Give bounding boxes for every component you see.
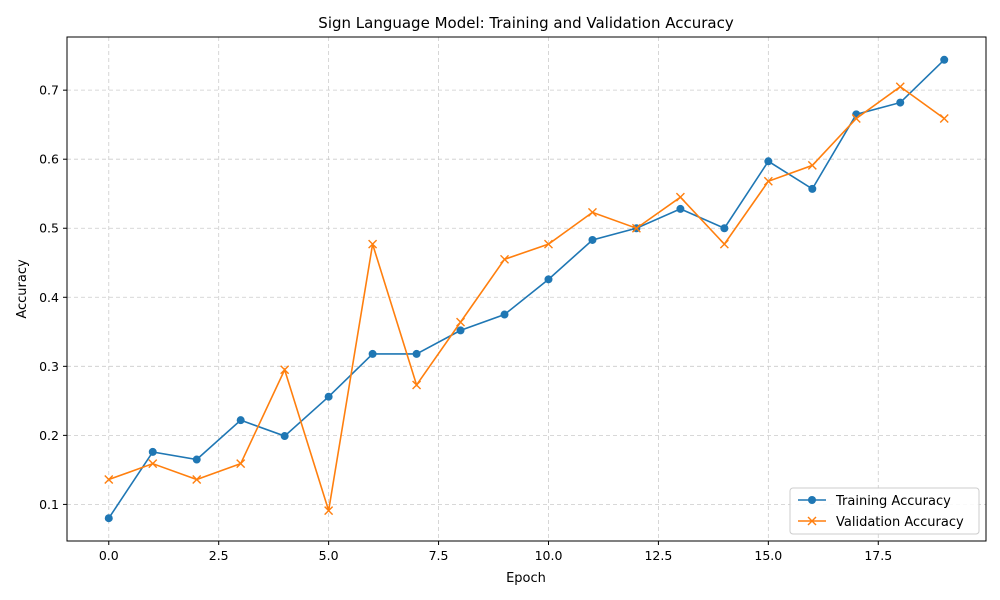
data-point-validation [236, 459, 246, 469]
data-point-training [236, 416, 245, 425]
series-layer [104, 55, 949, 523]
data-point-training [280, 432, 289, 441]
legend: Training Accuracy Validation Accuracy [789, 487, 980, 535]
y-axis-title: Accuracy [15, 259, 30, 319]
data-point-validation [719, 239, 729, 249]
data-point-validation [763, 176, 773, 186]
x-tick-label: 2.5 [209, 548, 229, 563]
data-point-validation [412, 380, 422, 390]
x-tick-label: 10.0 [535, 548, 563, 563]
series-line-1 [108, 85, 945, 511]
data-point-training [148, 447, 157, 456]
x-tick-label: 15.0 [754, 548, 782, 563]
data-point-training [192, 455, 201, 464]
data-point-validation [280, 365, 290, 375]
plot-area-frame [66, 36, 987, 542]
legend-label-training: Training Accuracy [835, 494, 951, 509]
x-tick-label: 17.5 [864, 548, 892, 563]
data-point-validation [324, 506, 334, 516]
data-point-training [808, 184, 817, 193]
x-axis-title: Epoch [506, 571, 546, 586]
data-point-validation [851, 113, 861, 123]
data-point-training [412, 349, 421, 358]
data-point-training [588, 235, 597, 244]
data-point-training [104, 514, 113, 523]
data-point-validation [500, 254, 510, 264]
data-point-training [896, 98, 905, 107]
data-point-training [764, 157, 773, 166]
data-point-validation [587, 207, 597, 217]
data-point-validation [675, 192, 685, 202]
data-point-validation [939, 113, 949, 123]
data-point-validation [104, 475, 114, 485]
y-tick-label: 0.4 [39, 290, 59, 305]
y-tick-label: 0.7 [39, 83, 59, 98]
legend-marker-validation [807, 516, 817, 526]
data-point-validation [807, 160, 817, 170]
data-point-training [456, 326, 465, 335]
x-tick-label: 12.5 [644, 548, 672, 563]
data-point-validation [192, 475, 202, 485]
data-point-validation [543, 239, 553, 249]
grid-lines [67, 37, 986, 541]
data-point-validation [148, 459, 158, 469]
y-tick-label: 0.2 [39, 428, 59, 443]
data-point-validation [368, 239, 378, 249]
y-tick-label: 0.6 [39, 152, 59, 167]
y-tick-label: 0.3 [39, 359, 59, 374]
data-point-training [940, 55, 949, 64]
legend-label-validation: Validation Accuracy [836, 515, 964, 530]
x-axis-ticks: 0.0 2.5 5.0 7.5 10.0 12.5 15.0 17.5 [99, 541, 892, 563]
series-line-0 [108, 59, 945, 519]
x-tick-label: 7.5 [429, 548, 449, 563]
data-point-validation [456, 317, 466, 327]
x-tick-label: 5.0 [319, 548, 339, 563]
chart-title: Sign Language Model: Training and Valida… [318, 14, 734, 32]
data-point-training [324, 392, 333, 401]
data-point-training [368, 349, 377, 358]
x-tick-label: 0.0 [99, 548, 119, 563]
y-tick-label: 0.1 [39, 497, 59, 512]
y-tick-label: 0.5 [39, 221, 59, 236]
data-point-training [720, 224, 729, 233]
legend-marker-training [808, 496, 816, 504]
data-point-training [544, 275, 553, 284]
data-point-validation [631, 223, 641, 233]
data-point-training [676, 204, 685, 213]
data-point-validation [895, 82, 905, 92]
y-axis-ticks: 0.1 0.2 0.3 0.4 0.5 0.6 0.7 [39, 83, 67, 512]
data-point-training [500, 310, 509, 319]
legend-box [789, 487, 980, 535]
